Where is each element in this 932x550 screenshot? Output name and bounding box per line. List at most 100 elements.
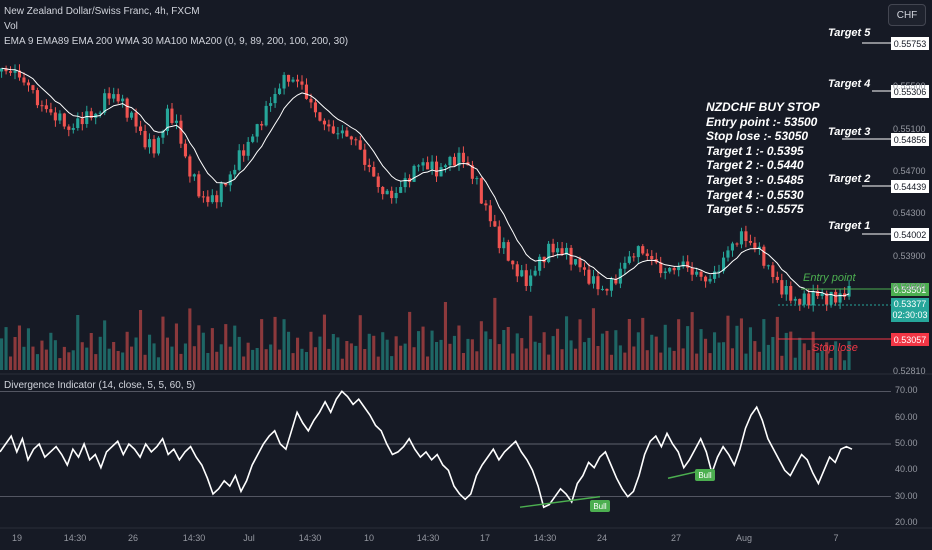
candle-body [183,143,187,157]
candle-body [188,156,192,177]
candle-body [161,131,165,138]
candle-body [439,167,443,177]
candle-body [331,126,335,134]
candle-body [13,70,17,73]
price-tick-label: 0.53900 [893,250,926,261]
ema-line [1,67,850,297]
volume-bar [31,346,35,370]
volume-bar [125,331,129,370]
candle-body [408,178,412,182]
volume-bar [170,346,174,370]
volume-bar [807,350,811,370]
volume-bar [461,353,465,370]
candle-body [296,79,300,82]
volume-bar [426,356,430,370]
candle-body [704,276,708,282]
volume-bar [430,330,434,370]
candle-body [71,128,75,130]
candle-body [233,169,237,175]
candle-body [600,288,604,290]
volume-bar [116,351,120,370]
candle-body [53,112,57,121]
volume-bar [399,345,403,370]
candle-body [484,203,488,206]
volume-bar [816,352,820,370]
volume-bar [26,328,30,370]
volume-bar [233,325,237,370]
price-tick-label: 0.55100 [893,123,926,134]
volume-bar [677,319,681,370]
volume-bar [71,350,75,370]
candle-body [412,165,416,182]
currency-button[interactable]: CHF [888,4,926,26]
setup-line: Entry point :- 53500 [706,114,818,129]
volume-bar [161,316,165,370]
candle-body [340,130,344,134]
time-tick-label: 14:30 [63,533,87,543]
candle-body [300,81,304,85]
volume-bar [130,346,134,370]
price-tick-label: 0.54700 [893,166,926,176]
oscillator-tick-label: 60.00 [895,411,918,422]
candle-body [780,280,784,295]
price-tick-label: 0.52810 [893,366,926,376]
volume-bar [219,344,223,370]
volume-bar [547,354,551,370]
candle-body [753,242,757,249]
oscillator-tick-label: 20.00 [895,517,918,527]
volume-bar [668,347,672,370]
volume-bar [363,349,367,370]
oscillator-tick-label: 40.00 [895,464,918,475]
volume-bar [260,319,264,370]
candle-body [80,118,84,125]
candle-body [260,124,264,126]
target-1-label: Target 1 [828,220,871,232]
time-tick-label: 10 [363,533,375,543]
volume-bar [686,326,690,370]
candle-body [488,205,492,222]
volume-bar [533,341,537,370]
candle-body [269,103,273,106]
candle-body [798,298,802,305]
volume-bar [479,321,483,370]
symbol-title: New Zealand Dollar/Swiss Franc, 4h, FXCM [4,6,200,17]
time-tick-label: 7 [833,533,839,543]
target-4-price-tag: 0.55306 [891,85,929,98]
candle-body [103,93,107,113]
volume-bar [282,319,286,370]
candle-body [515,264,519,277]
candle-body [228,174,232,186]
candle-body [811,291,815,306]
volume-bar [511,353,515,370]
candle-body [224,183,228,186]
candle-body [632,256,636,258]
volume-bar [542,332,546,370]
volume-bar [40,340,44,370]
volume-bar [565,316,569,370]
volume-bar [327,348,331,370]
volume-bar [766,344,770,370]
volume-bar [403,343,407,370]
candle-body [255,124,259,137]
candle-body [49,109,53,113]
candle-body [358,140,362,150]
volume-bar [242,356,246,370]
candle-body [174,120,178,123]
volume-bar [264,349,268,370]
setup-line: Target 4 :- 0.5530 [706,187,804,202]
price-tick-label: 0.55500 [893,81,926,92]
volume-bar [58,358,62,370]
volume-bar [641,317,645,370]
candle-body [206,196,210,203]
candle-body [641,246,645,254]
bar-countdown: 02:30:03 [892,310,928,320]
candle-body [847,286,851,297]
candle-body [363,149,367,165]
volume-bar [484,331,488,370]
candle-body [143,131,147,148]
candle-body [618,268,622,284]
candle-body [116,94,120,102]
volume-bar [771,337,775,370]
